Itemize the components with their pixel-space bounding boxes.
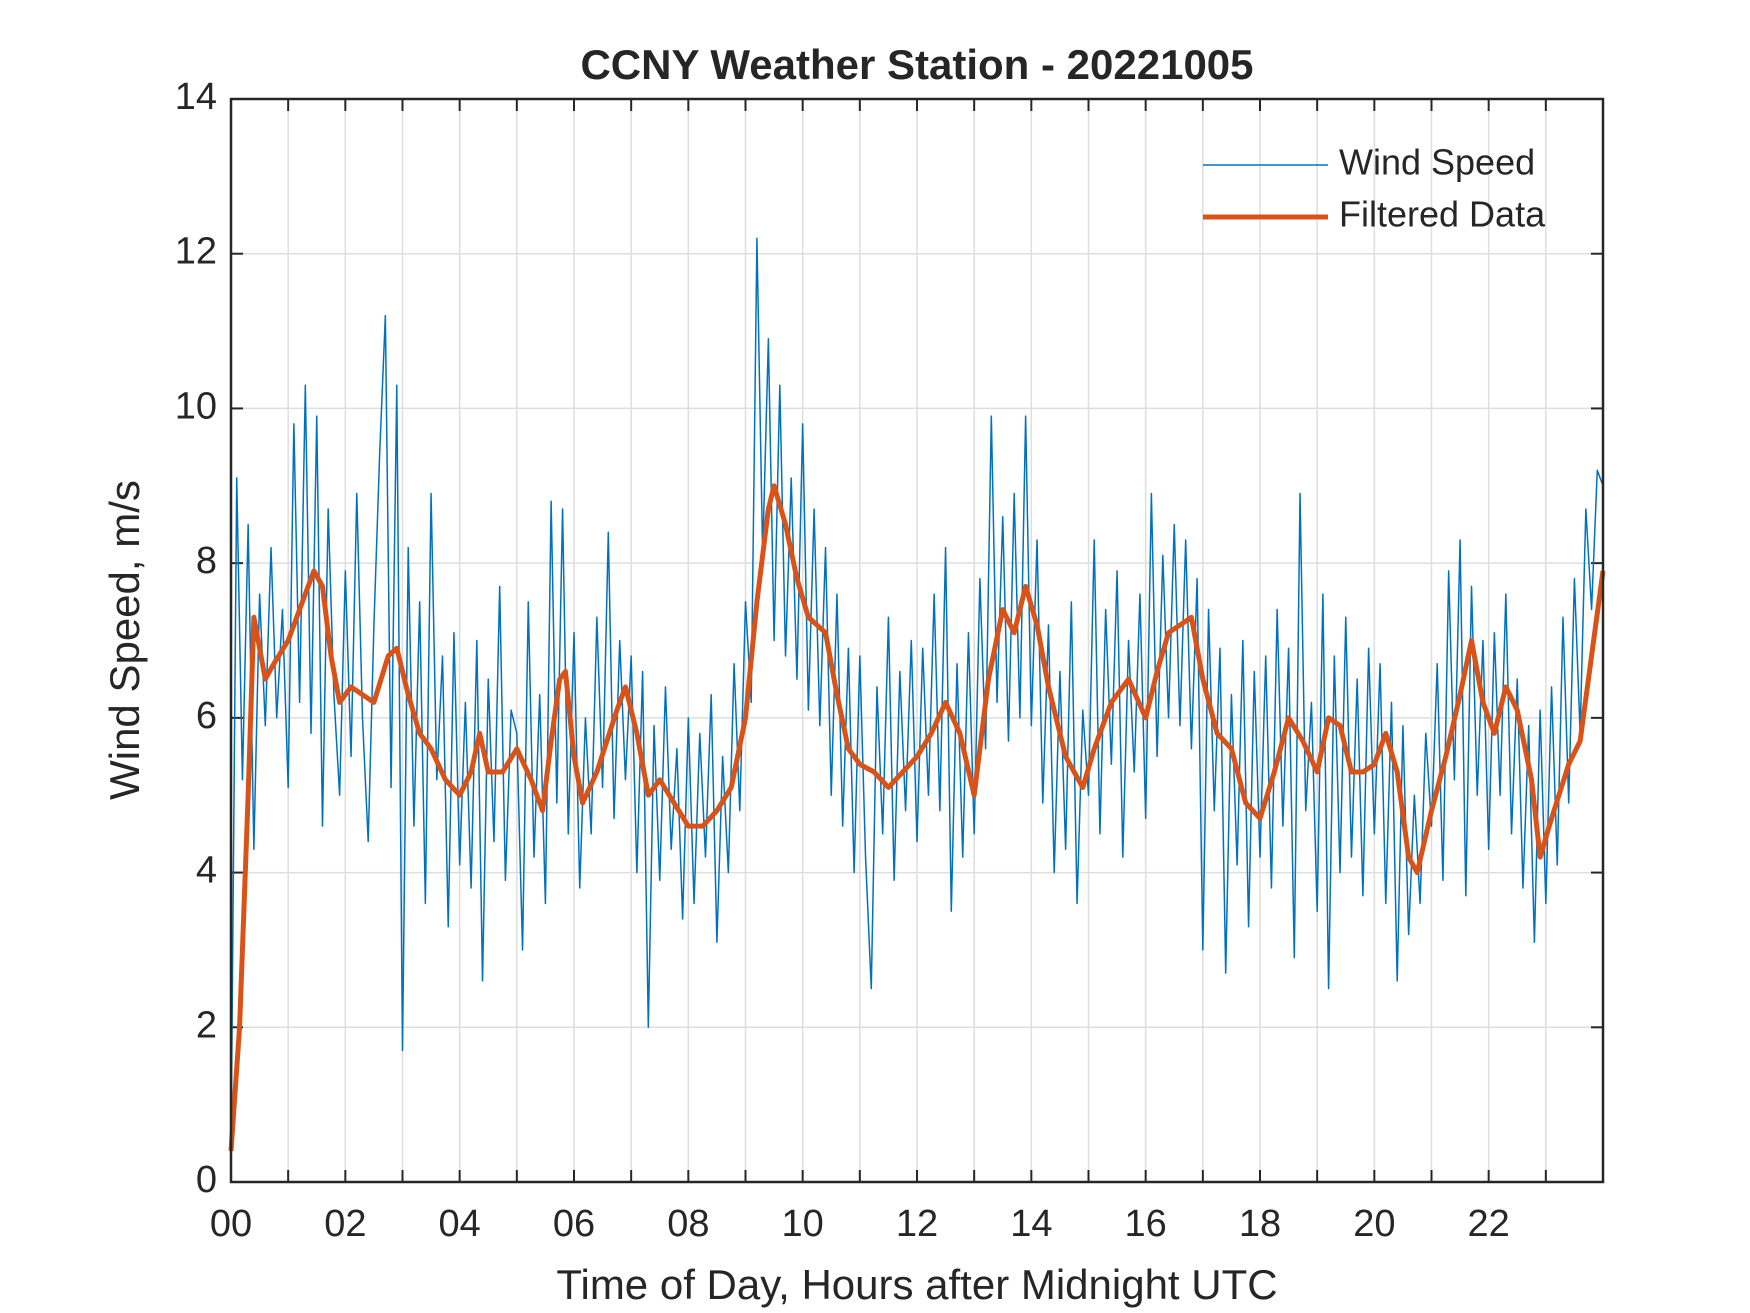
x-tick-label: 14 [1010, 1203, 1052, 1245]
y-tick-label: 4 [196, 850, 217, 892]
x-tick-label: 08 [667, 1203, 709, 1245]
plot-frame [229, 97, 1605, 1184]
x-tick-label: 12 [896, 1203, 938, 1245]
x-tick-label: 20 [1353, 1203, 1395, 1245]
y-tick-label: 2 [196, 1004, 217, 1046]
y-tick-label: 10 [175, 385, 217, 427]
legend-label: Filtered Data [1339, 194, 1546, 235]
series-line [228, 483, 1606, 1152]
y-tick-label: 6 [196, 695, 217, 737]
legend-label: Wind Speed [1339, 142, 1535, 183]
y-tick-label: 14 [175, 76, 217, 118]
x-tick-label: 04 [439, 1203, 481, 1245]
x-tick-label: 00 [210, 1203, 252, 1245]
x-tick-label: 06 [553, 1203, 595, 1245]
y-tick-label: 8 [196, 540, 217, 582]
y-tick-label: 12 [175, 231, 217, 273]
y-axis-label: Wind Speed, m/s [101, 480, 148, 800]
x-tick-label: 22 [1468, 1203, 1510, 1245]
series-line [230, 237, 1604, 1152]
chart-title: CCNY Weather Station - 20221005 [580, 41, 1253, 88]
x-tick-label: 18 [1239, 1203, 1281, 1245]
x-tick-label: 10 [782, 1203, 824, 1245]
x-axis-label: Time of Day, Hours after Midnight UTC [556, 1261, 1277, 1308]
y-tick-label: 0 [196, 1159, 217, 1201]
x-tick-label: 02 [324, 1203, 366, 1245]
x-tick-label: 16 [1125, 1203, 1167, 1245]
